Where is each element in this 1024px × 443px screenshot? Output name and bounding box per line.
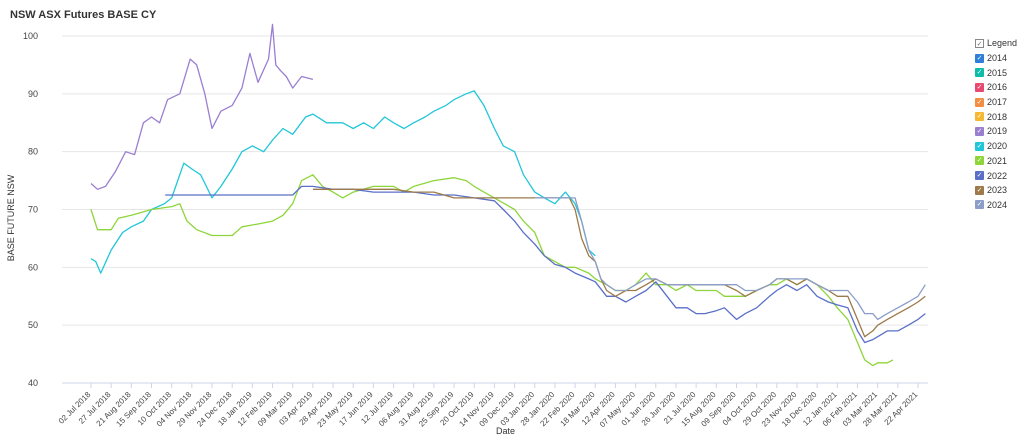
legend-label: 2018 (987, 111, 1008, 122)
legend-item-2021[interactable]: ✓ 2021 (975, 154, 1017, 169)
series-line-2022 (165, 185, 926, 344)
legend-label: 2021 (987, 155, 1008, 166)
y-tick-label: 50 (28, 320, 38, 330)
series-line-2021 (90, 174, 894, 367)
legend-item-2023[interactable]: ✓ 2023 (975, 183, 1017, 198)
legend-check-icon[interactable]: ✓ (975, 82, 984, 92)
legend-item-2017[interactable]: ✓ 2017 (975, 95, 1017, 110)
legend-check-icon[interactable]: ✓ (975, 53, 984, 63)
legend-check-icon[interactable]: ✓ (975, 112, 984, 122)
y-tick-label: 70 (28, 205, 38, 215)
legend-check-icon[interactable]: ✓ (975, 200, 984, 210)
series-line-2020 (90, 90, 596, 274)
legend-item-2019[interactable]: ✓ 2019 (975, 124, 1017, 139)
y-tick-label: 80 (28, 147, 38, 157)
chart-title: NSW ASX Futures BASE CY (10, 9, 157, 21)
legend-label: 2017 (987, 97, 1008, 108)
legend-check-icon[interactable]: ✓ (975, 68, 984, 78)
legend-toggle-icon[interactable]: ✓ (975, 38, 984, 48)
legend-label: 2024 (987, 199, 1008, 210)
legend-check-icon[interactable]: ✓ (975, 141, 984, 151)
legend-header[interactable]: ✓ Legend (975, 36, 1017, 51)
series-line-2023 (312, 188, 926, 338)
legend-check-icon[interactable]: ✓ (975, 126, 984, 136)
x-axis-label: Date (496, 426, 516, 436)
legend-item-2014[interactable]: ✓ 2014 (975, 51, 1017, 66)
legend-check-icon[interactable]: ✓ (975, 97, 984, 107)
legend-title: Legend (987, 38, 1018, 49)
y-tick-label: 90 (28, 89, 38, 99)
legend-label: 2014 (987, 53, 1008, 64)
legend-label: 2020 (987, 141, 1008, 152)
legend-item-2022[interactable]: ✓ 2022 (975, 168, 1017, 183)
legend-item-2015[interactable]: ✓ 2015 (975, 65, 1017, 80)
legend-item-2020[interactable]: ✓ 2020 (975, 139, 1017, 154)
legend-check-icon[interactable]: ✓ (975, 171, 984, 181)
legend-label: 2023 (987, 185, 1008, 196)
legend-label: 2022 (987, 170, 1008, 181)
legend-check-icon[interactable]: ✓ (975, 156, 984, 166)
legend-item-2018[interactable]: ✓ 2018 (975, 109, 1017, 124)
legend-check-icon[interactable]: ✓ (975, 185, 984, 195)
y-tick-label: 40 (28, 378, 38, 388)
legend-label: 2015 (987, 67, 1008, 78)
series-line-2024 (534, 197, 926, 321)
y-tick-label: 100 (23, 31, 38, 41)
legend: ✓ Legend ✓ 2014 ✓ 2015 ✓ 2016 ✓ 2017 ✓ 2018 ✓ 2019 ✓… (975, 36, 1017, 212)
legend-label: 2019 (987, 126, 1008, 137)
legend-item-2016[interactable]: ✓ 2016 (975, 80, 1017, 95)
y-tick-label: 60 (28, 262, 38, 272)
legend-label: 2016 (987, 82, 1008, 93)
legend-item-2024[interactable]: ✓ 2024 (975, 198, 1017, 213)
series-line-2019 (90, 23, 314, 190)
